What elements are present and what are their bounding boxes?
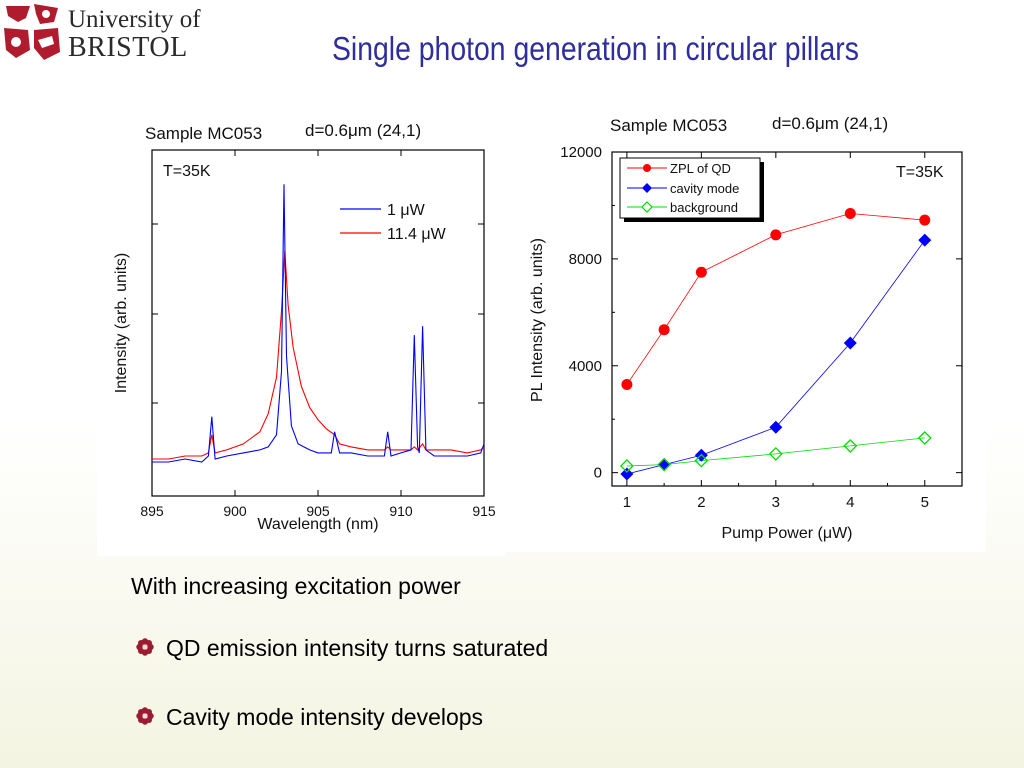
legend-marker-background: [641, 201, 653, 213]
university-logo: University of BRISTOL: [0, 0, 215, 66]
x-tick-label: 905: [306, 503, 330, 519]
intro-text: With increasing excitation power: [131, 573, 461, 599]
crest-icon: [2, 2, 62, 60]
y-axis-label: Intensity (arb. units): [113, 253, 130, 394]
flower-bullet-icon: [136, 707, 154, 725]
spectrum-series-1: [152, 250, 485, 460]
bullet-text: Cavity mode intensity develops: [166, 704, 484, 730]
chart-sample-label: Sample MC053: [145, 124, 262, 143]
legend-marker-zpl: [643, 164, 651, 172]
page-title: Single photon generation in circular pil…: [332, 30, 859, 67]
data-point-cavity: [769, 420, 783, 434]
x-tick-label: 2: [697, 494, 705, 511]
data-point-background: [843, 439, 858, 453]
spectrum-chart-panel: Sample MC053 d=0.6μm (24,1) T=35K 1 μW 1…: [97, 112, 505, 556]
data-point-cavity: [918, 233, 932, 247]
legend-label-11uw: 11.4 μW: [387, 226, 447, 243]
data-point-cavity: [620, 467, 634, 481]
data-point-background: [657, 457, 672, 472]
series-line-1: [626, 239, 926, 475]
x-tick-label: 915: [472, 503, 496, 519]
chart-sample-param: d=0.6μm (24,1): [305, 121, 421, 140]
data-point-zpl: [844, 207, 856, 219]
plot-frame: [611, 151, 963, 487]
legend-label-cavity: cavity mode: [670, 181, 739, 196]
x-axis-label: Pump Power (μW): [721, 525, 852, 542]
y-tick-label: 12000: [560, 144, 602, 161]
plot-frame: [151, 149, 485, 497]
chart-sample-param: d=0.6μm (24,1): [772, 114, 888, 133]
y-tick-label: 8000: [569, 251, 602, 268]
flower-bullet-icon: [136, 638, 154, 656]
logo-text-bristol: BRISTOL: [68, 32, 188, 63]
data-point-zpl: [621, 378, 633, 390]
data-point-background: [694, 453, 709, 468]
data-point-cavity: [843, 336, 857, 350]
legend-label-1uw: 1 μW: [387, 202, 426, 219]
legend-marker-cavity: [642, 183, 652, 193]
spectrum-chart: Sample MC053 d=0.6μm (24,1) T=35K 1 μW 1…: [113, 121, 496, 533]
data-point-background: [768, 447, 783, 461]
y-tick-label: 4000: [569, 358, 602, 375]
x-tick-label: 4: [846, 494, 854, 511]
y-axis-label: PL Intensity (arb. units): [529, 238, 546, 402]
data-point-zpl: [658, 324, 670, 336]
data-point-background: [917, 430, 932, 445]
logo-text-university: University of: [68, 6, 201, 33]
series-line-0: [626, 213, 925, 385]
chart-sample-label: Sample MC053: [610, 116, 727, 135]
x-tick-label: 3: [772, 494, 780, 511]
x-tick-label: 5: [921, 494, 929, 511]
series-line-2: [626, 437, 925, 467]
legend-label-zpl: ZPL of QD: [670, 161, 731, 176]
pump-power-chart: Sample MC053 d=0.6μm (24,1) T=35K ZPL of…: [529, 114, 963, 542]
chart-temperature-label: T=35K: [163, 163, 211, 180]
x-axis-label: Wavelength (nm): [257, 516, 378, 533]
x-tick-label: 1: [623, 494, 631, 511]
x-tick-label: 910: [389, 503, 413, 519]
data-point-zpl: [695, 266, 707, 278]
x-tick-label: 900: [223, 503, 247, 519]
data-point-zpl: [919, 214, 931, 226]
data-point-cavity: [657, 458, 671, 472]
y-tick-label: 0: [594, 465, 602, 482]
data-point-background: [619, 459, 634, 473]
pump-power-chart-panel: Sample MC053 d=0.6μm (24,1) T=35K ZPL of…: [504, 100, 986, 552]
legend-label-background: background: [670, 200, 738, 215]
spectrum-series-0: [152, 184, 485, 463]
data-point-zpl: [770, 229, 782, 241]
chart-temperature-label: T=35K: [896, 164, 944, 181]
bullet-text: QD emission intensity turns saturated: [166, 635, 549, 661]
x-tick-label: 895: [140, 503, 164, 519]
